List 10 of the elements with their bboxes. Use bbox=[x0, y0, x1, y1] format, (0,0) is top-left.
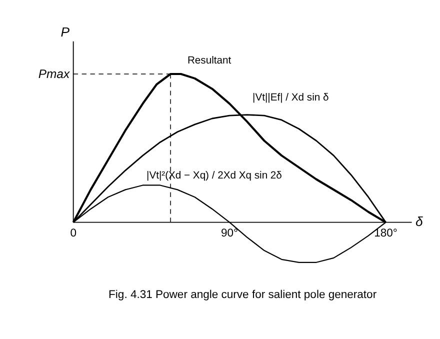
series-label: |Vt|²(Xd − Xq) / 2Xd Xq sin 2δ bbox=[146, 170, 282, 182]
series-label: |Vt||Ef| / Xd sin δ bbox=[252, 92, 329, 104]
x-tick-label: 90° bbox=[221, 227, 238, 240]
x-tick-label: 180° bbox=[374, 227, 398, 240]
y-axis-title: P bbox=[60, 24, 70, 40]
series-label: Resultant bbox=[187, 56, 232, 67]
x-tick-label: 0 bbox=[70, 227, 76, 240]
ref-line-label: Pmax bbox=[38, 66, 70, 81]
text: Fig. 4.31 Power angle curve for salient pole generator bbox=[108, 289, 377, 302]
x-axis-title: δ bbox=[416, 214, 424, 230]
